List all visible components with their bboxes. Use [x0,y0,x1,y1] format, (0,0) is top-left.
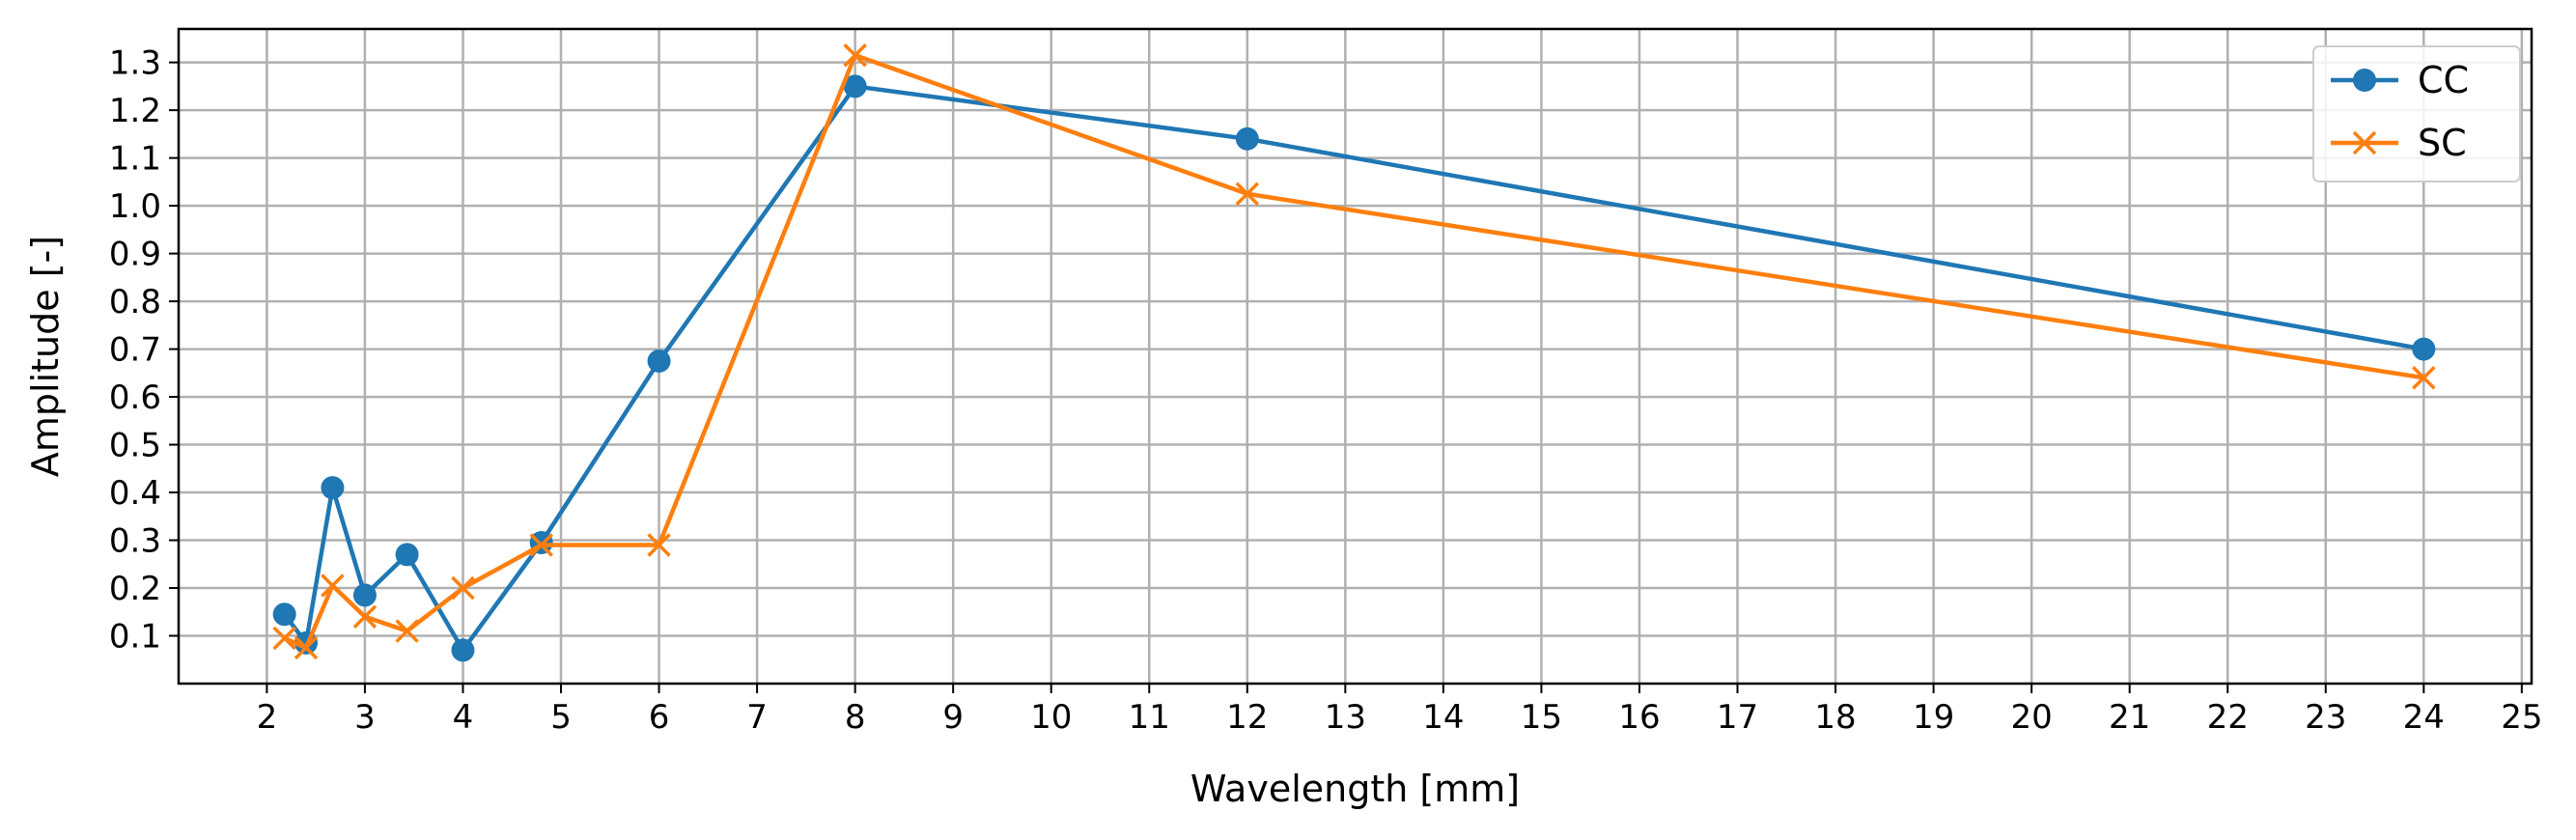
x-tick-label: 5 [550,698,572,737]
y-tick-label: 1.3 [109,44,161,83]
x-tick-label: 8 [845,698,866,737]
x-tick-label: 21 [2109,698,2150,737]
x-tick-label: 10 [1030,698,1072,737]
series-layer [272,42,2436,662]
series-cc [272,74,2436,662]
x-tick-label: 6 [649,698,670,737]
x-tick-label: 20 [2011,698,2053,737]
data-point [321,476,345,500]
y-tick-label: 0.5 [109,427,161,465]
data-point [395,619,419,643]
legend-label: SC [2418,122,2467,164]
x-tick-label: 17 [1717,698,1758,737]
ticks: 2 3 4 5 6 7 8 9 10 11 12 13 14 15 16 17 18 19 20 21 22 23 24 25… [109,44,2543,737]
x-tick-label: 2 [257,698,278,737]
y-tick-label: 0.6 [109,378,161,417]
grid [179,29,2532,684]
x-tick-label: 18 [1814,698,1856,737]
series-line [282,84,2424,653]
data-point [843,74,867,98]
x-tick-label: 15 [1521,698,1562,737]
legend: CC SC [2312,45,2521,182]
y-tick-label: 0.9 [109,236,161,274]
x-tick-label: 16 [1618,698,1660,737]
y-tick-label: 0.4 [109,474,161,513]
data-point [2412,337,2436,361]
legend-label: CC [2418,59,2469,101]
data-point [321,574,345,598]
data-point [843,42,867,68]
y-tick-label: 1.1 [109,140,161,179]
x-tick-label: 12 [1226,698,1268,737]
legend-box [2312,45,2521,182]
data-point [529,533,553,557]
x-tick-label: 23 [2305,698,2346,737]
y-axis-label: Amplitude [-] [24,236,67,477]
x-tick-label: 24 [2403,698,2445,737]
legend-marker [2352,130,2377,155]
data-point [451,638,475,662]
x-tick-label: 7 [746,698,768,737]
data-point [647,349,671,373]
x-tick-label: 19 [1913,698,1954,737]
data-point [1235,126,1259,151]
data-point [352,604,378,629]
y-tick-label: 0.2 [109,570,161,608]
x-tick-label: 22 [2207,698,2249,737]
y-tick-label: 0.3 [109,522,161,561]
x-tick-label: 14 [1422,698,1464,737]
y-tick-label: 0.7 [109,331,161,370]
x-tick-label: 3 [354,698,376,737]
data-point [2412,366,2436,390]
plot-frame [177,27,2534,686]
x-tick-label: 13 [1325,698,1366,737]
x-tick-label: 25 [2501,698,2542,737]
data-point [272,602,296,627]
y-tick-label: 0.1 [109,618,161,657]
series-sc [272,42,2436,660]
data-point [1235,182,1260,206]
legend-marker [2353,69,2376,92]
x-axis-label: Wavelength [mm] [1190,768,1520,810]
data-point [272,626,296,651]
data-point [294,635,319,660]
series-line [283,52,2424,651]
legend-item: SC [2331,122,2467,164]
y-tick-label: 1.0 [109,187,161,226]
data-point [647,533,671,557]
data-point [451,575,475,601]
x-tick-label: 4 [453,698,474,737]
y-tick-label: 1.2 [109,92,161,130]
x-tick-label: 9 [942,698,964,737]
x-tick-label: 11 [1129,698,1170,737]
data-point [352,583,377,607]
legend-item: CC [2331,59,2469,101]
y-tick-label: 0.8 [109,283,161,322]
data-point [395,543,419,567]
